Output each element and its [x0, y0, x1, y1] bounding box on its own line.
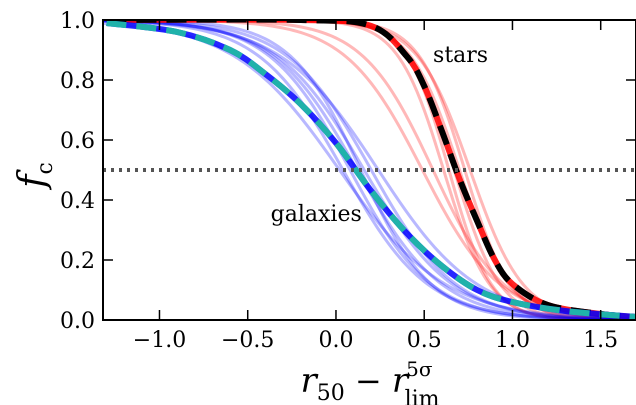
- galaxies-realization-line: [103, 20, 636, 320]
- x-tick-label: −1.0: [133, 328, 186, 353]
- y-tick-label: 0.0: [60, 309, 95, 334]
- x-tick-label: 0.5: [407, 328, 442, 353]
- axes-layer: −1.0 −0.5 0.0 0.5 1.0 1.5 0.0 0.2 0.4 0.6 0.8 1.0: [60, 9, 636, 353]
- x-tick-label: 1.5: [583, 328, 618, 353]
- galaxies-mean-line: [106, 20, 636, 320]
- y-tick-label: 0.2: [60, 249, 95, 274]
- galaxies-realization-line: [103, 20, 636, 320]
- x-axis-label: r50 − r5σ lim: [300, 357, 439, 405]
- y-tick-label: 0.6: [60, 129, 95, 154]
- y-tick-label: 1.0: [60, 9, 95, 34]
- stars-annotation: stars: [433, 43, 488, 68]
- x-tick-label: −0.5: [221, 328, 274, 353]
- annotation-layer: stars galaxies: [271, 43, 488, 227]
- x-tick-label: 0.0: [318, 328, 353, 353]
- galaxies-realization-line: [103, 20, 636, 320]
- galaxies-annotation: galaxies: [271, 202, 362, 227]
- plot-frame: [102, 19, 636, 321]
- y-axis-label: fc: [12, 162, 58, 191]
- y-tick-label: 0.8: [60, 69, 95, 94]
- y-tick-label: 0.4: [60, 189, 95, 214]
- x-tick-label: 1.0: [495, 328, 530, 353]
- stars-mean-line: [106, 20, 636, 320]
- galaxies-realization-line: [103, 20, 636, 320]
